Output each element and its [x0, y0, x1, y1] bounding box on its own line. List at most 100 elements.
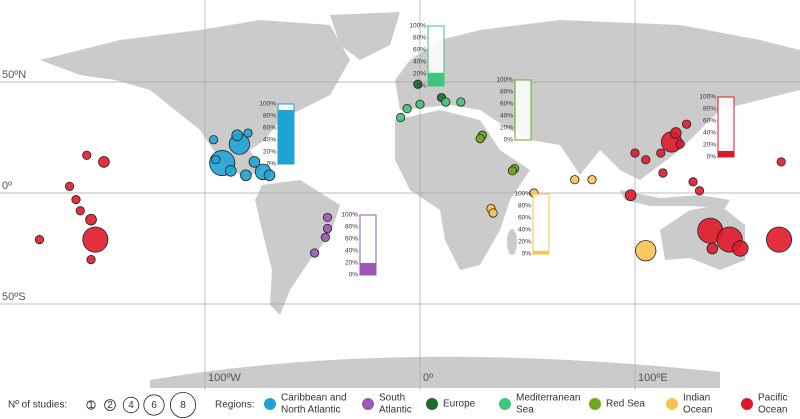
gauge-tick-label: 60% — [345, 236, 358, 243]
study-point — [86, 255, 96, 265]
study-point — [670, 127, 682, 139]
study-point — [85, 213, 97, 226]
gauge-tick-label: 0% — [504, 137, 514, 144]
study-point — [488, 208, 498, 218]
gauge-tick-label: 0% — [349, 272, 359, 279]
region-key — [362, 398, 374, 410]
gauge-tick-label: 80% — [413, 35, 426, 42]
gauge: 0% 20% 40% 60% 80% 100% — [409, 23, 445, 90]
gauge-tick-label: 80% — [703, 106, 716, 113]
gauge-background — [360, 215, 376, 275]
study-point — [658, 168, 668, 178]
antarctica — [150, 356, 720, 388]
gauge: 0% 20% 40% 60% 80% 100% — [496, 77, 532, 144]
size-key — [143, 394, 165, 416]
gauge-tick-label: 80% — [345, 224, 358, 231]
study-point — [570, 175, 580, 185]
gauge-tick-label: 20% — [703, 142, 716, 149]
gauge: 0% 20% 40% 60% 80% 100% — [699, 94, 735, 161]
gauge-bar — [360, 263, 376, 275]
region-label: Red Sea — [606, 399, 645, 410]
region-label: Mediterranean — [516, 393, 580, 404]
study-point — [415, 99, 425, 109]
region-label: Europe — [443, 399, 476, 410]
size-key — [86, 400, 96, 410]
lat-label: 0º — [2, 180, 12, 192]
gauge: 0% 20% 40% 60% 80% 100% — [341, 212, 377, 279]
size-key — [169, 391, 196, 418]
gauge-tick-label: 20% — [500, 125, 513, 132]
gauge-tick-label: 0% — [522, 251, 532, 258]
lat-label: 50ºN — [2, 69, 26, 81]
gauge-tick-label: 80% — [263, 113, 276, 120]
study-point — [240, 169, 252, 182]
gauge-tick-label: 100% — [699, 94, 716, 101]
region-label: Ocean — [758, 405, 787, 416]
gauge-tick-label: 40% — [345, 248, 358, 255]
gauge-frame — [359, 214, 377, 276]
gauge-tick-label: 40% — [413, 59, 426, 66]
study-point — [34, 235, 45, 245]
region-label: Atlantic — [379, 405, 412, 416]
study-point — [82, 150, 92, 160]
lon-label: 0º — [423, 372, 433, 384]
study-point — [243, 128, 253, 138]
eurasia — [395, 20, 800, 180]
study-point — [98, 156, 110, 168]
study-point — [635, 240, 657, 262]
study-point — [75, 206, 85, 216]
size-key-label: 8 — [180, 400, 186, 411]
study-point — [211, 155, 221, 165]
study-point — [766, 226, 793, 253]
land — [40, 12, 800, 388]
gauge-tick-label: 100% — [409, 23, 426, 30]
gauge-bar — [533, 251, 549, 254]
region-label: Ocean — [683, 405, 712, 416]
gauge-frame — [427, 25, 445, 87]
study-point — [630, 148, 640, 158]
lon-label: 100ºW — [208, 372, 241, 384]
gauge-frame — [717, 96, 735, 158]
study-point — [688, 177, 698, 187]
study-point — [694, 186, 705, 196]
study-point — [475, 134, 485, 144]
lat-label: 50ºS — [2, 291, 26, 303]
study-point — [507, 166, 518, 176]
gauge-bar — [428, 72, 444, 86]
gauge-tick-label: 0% — [267, 161, 277, 168]
study-point — [675, 139, 685, 149]
region-label: Indian — [683, 393, 710, 404]
region-label: Caribbean and — [281, 393, 347, 404]
gauge-background — [533, 194, 549, 254]
gauge-tick-label: 60% — [263, 125, 276, 132]
study-point — [656, 148, 666, 158]
gauge-tick-label: 20% — [518, 239, 531, 246]
legend: Nº of studies: Regions: 1 2 4 6 8 Caribbean a… — [8, 391, 787, 418]
gauge-bar — [278, 110, 294, 164]
gauge-tick-label: 100% — [496, 77, 513, 84]
study-point — [681, 119, 692, 129]
gauge-tick-label: 60% — [500, 101, 513, 108]
gauge-frame — [514, 79, 532, 141]
size-key — [122, 396, 140, 414]
south-america — [255, 180, 340, 315]
region-key — [589, 398, 601, 410]
study-point — [320, 232, 330, 242]
graticule: 50ºN 0º 50ºS 100ºW 0º 100ºE — [0, 0, 800, 390]
gauge-tick-label: 20% — [413, 71, 426, 78]
study-point — [209, 135, 219, 145]
gauge-tick-label: 0% — [417, 83, 427, 90]
gauge-tick-label: 100% — [514, 191, 531, 198]
africa — [395, 110, 530, 270]
study-point — [64, 181, 75, 191]
region-label: Sea — [516, 405, 534, 416]
study-point — [624, 189, 637, 202]
size-key-label: 6 — [151, 400, 157, 411]
gauge: 0% 20% 40% 60% 80% 100% — [514, 191, 550, 258]
madagascar — [507, 229, 517, 255]
north-america — [40, 20, 350, 178]
gauge-bar — [718, 151, 734, 157]
region-legend-title: Regions: — [215, 400, 254, 411]
